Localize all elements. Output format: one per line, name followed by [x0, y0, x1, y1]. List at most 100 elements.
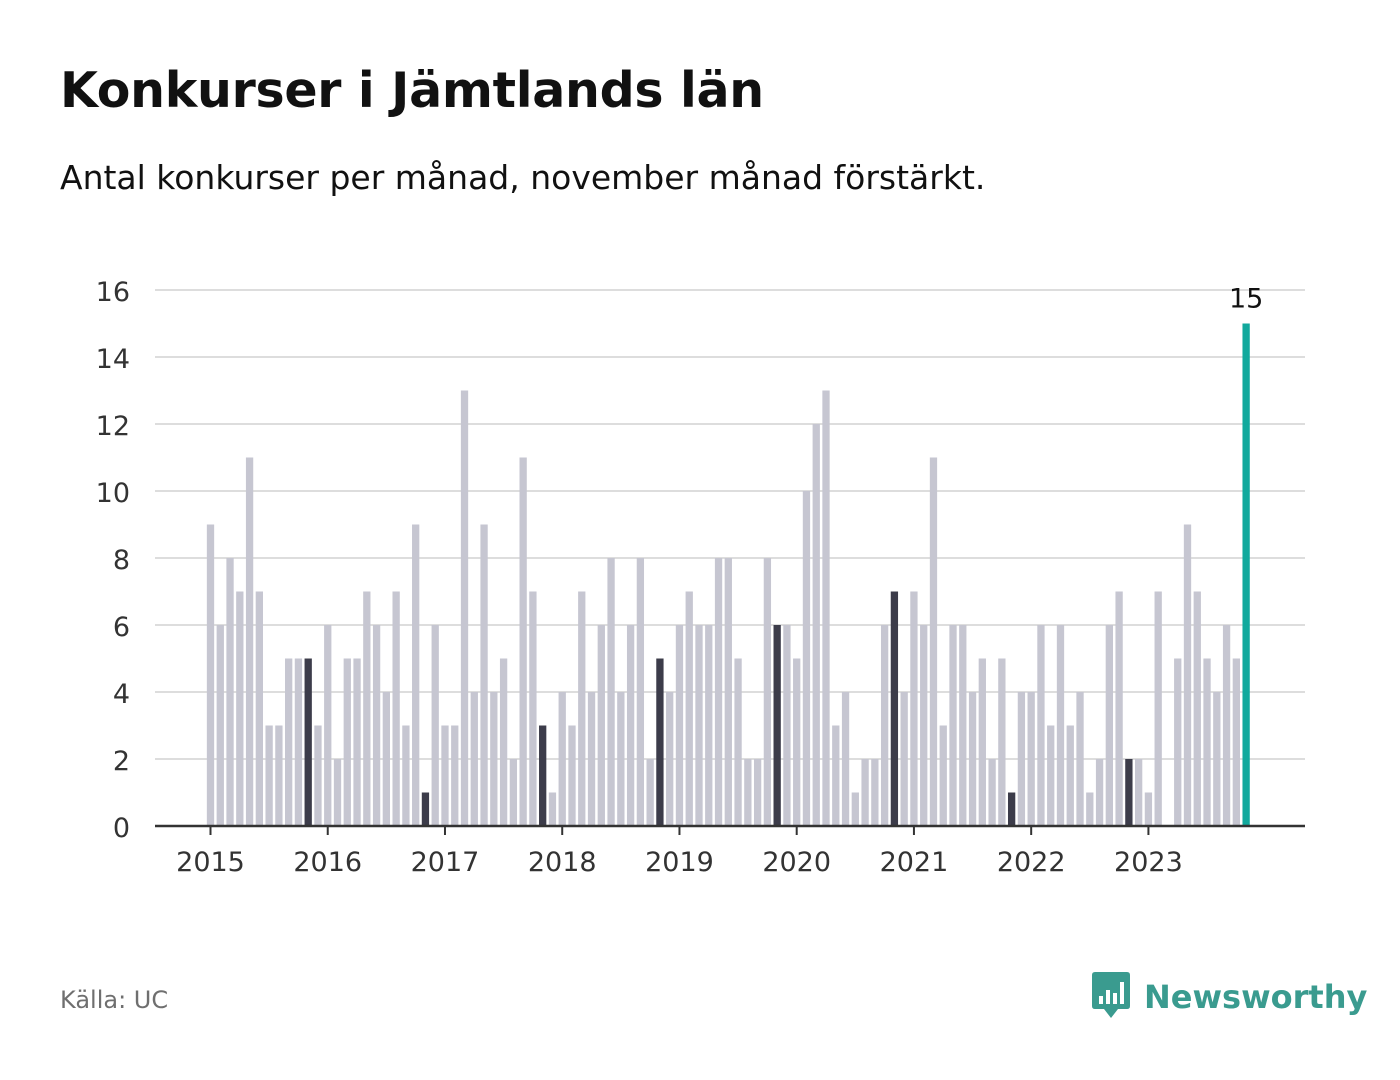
y-tick-label: 16 — [96, 277, 130, 308]
bar — [861, 759, 869, 826]
source-label: Källa: UC — [60, 986, 169, 1014]
bar — [245, 457, 254, 826]
bar — [1017, 692, 1026, 826]
bar — [832, 725, 840, 826]
brand-logo[interactable]: Newsworthy — [1090, 970, 1367, 1024]
bar — [675, 625, 684, 826]
bar — [343, 658, 351, 826]
bar — [695, 625, 703, 826]
bar — [1135, 759, 1143, 826]
bar — [1213, 692, 1221, 826]
bar — [1037, 625, 1045, 826]
bar — [451, 725, 459, 826]
bar — [822, 390, 830, 826]
bar — [294, 658, 303, 826]
bar — [705, 625, 713, 826]
bar — [900, 692, 908, 826]
y-tick-label: 14 — [96, 344, 130, 375]
bar — [578, 591, 586, 826]
bar — [392, 591, 400, 826]
bar — [666, 692, 674, 826]
x-tick-label: 2017 — [411, 847, 480, 878]
chart-title: Konkurser i Jämtlands län — [60, 62, 764, 119]
bar — [920, 625, 928, 826]
bar — [1047, 725, 1055, 826]
bar — [988, 759, 996, 826]
bar — [490, 692, 498, 826]
bar — [910, 591, 918, 826]
bar — [1203, 658, 1211, 826]
bar — [1144, 792, 1153, 826]
bar — [841, 692, 850, 826]
bar — [1056, 625, 1065, 826]
bar — [548, 792, 557, 826]
bar — [1174, 658, 1182, 826]
bar — [255, 591, 263, 826]
x-tick-label: 2020 — [762, 847, 831, 878]
bar — [226, 558, 234, 826]
bar — [499, 658, 508, 826]
bar — [529, 591, 537, 826]
y-tick-label: 4 — [113, 679, 130, 710]
bar — [724, 558, 732, 826]
bar — [558, 692, 566, 826]
bar — [382, 692, 391, 826]
bar — [1193, 591, 1201, 826]
bar — [1222, 625, 1231, 826]
bar — [1066, 725, 1074, 826]
x-tick-label: 2023 — [1114, 847, 1183, 878]
x-tick-label: 2016 — [293, 847, 362, 878]
bar — [216, 625, 224, 826]
value-label: 15 — [1229, 284, 1263, 315]
y-tick-label: 8 — [113, 545, 130, 576]
bar — [597, 625, 605, 826]
bar — [1183, 524, 1192, 826]
bar — [1027, 692, 1035, 826]
bar — [480, 524, 488, 826]
bar — [353, 658, 361, 826]
bar — [236, 591, 244, 826]
bar — [753, 759, 762, 826]
bar — [1095, 759, 1104, 826]
bar — [607, 558, 615, 826]
bar — [1007, 792, 1016, 826]
bar — [421, 792, 430, 826]
bar — [402, 725, 410, 826]
bar — [763, 558, 772, 826]
bar — [685, 591, 693, 826]
bar — [939, 725, 947, 826]
y-tick-label: 10 — [96, 478, 130, 509]
bar — [617, 692, 625, 826]
x-tick-label: 2022 — [997, 847, 1066, 878]
bar — [470, 692, 478, 826]
annotations: 15 — [1229, 284, 1263, 315]
bar — [206, 524, 215, 826]
bar — [626, 625, 635, 826]
x-tick-label: 2021 — [880, 847, 949, 878]
bar — [460, 390, 469, 826]
bar — [441, 725, 449, 826]
x-axis: 2015 2016 2017 2018 2019 2020 2021 2022 2023 — [155, 824, 1305, 878]
bar — [509, 759, 518, 826]
bar — [314, 725, 322, 826]
bar — [265, 725, 273, 826]
bars — [206, 323, 1250, 826]
bar — [656, 658, 664, 826]
y-tick-label: 2 — [113, 746, 130, 777]
bar — [871, 759, 879, 826]
bar — [744, 759, 752, 826]
bar — [968, 692, 977, 826]
bar — [1115, 591, 1123, 826]
bar — [1086, 792, 1094, 826]
y-tick-label: 0 — [113, 813, 130, 844]
bar — [568, 725, 576, 826]
bar — [959, 625, 967, 826]
y-tick-label: 6 — [113, 612, 130, 643]
bar — [998, 658, 1006, 826]
bar — [519, 457, 527, 826]
bar — [412, 524, 420, 826]
bar — [929, 457, 938, 826]
bar — [880, 625, 889, 826]
bar — [372, 625, 381, 826]
